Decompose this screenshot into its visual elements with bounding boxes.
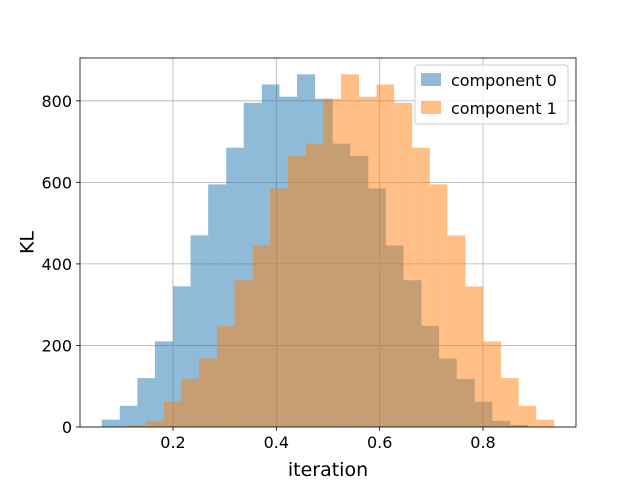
series-component-1-bars [128,74,555,428]
bar-component-1 [305,143,324,427]
x-axis-label: iteration [288,459,368,480]
plot-area-frame [79,57,577,428]
bar-component-1 [340,74,359,428]
y-axis-ticks: 0 200 400 600 800 [41,92,80,437]
y-axis-label: KL [17,231,39,254]
x-tick-label: 0.2 [160,433,185,452]
bar-component-1 [376,84,395,428]
bar-component-1 [163,401,182,427]
legend-label-component-1: component 1 [451,99,557,118]
y-tick-label: 600 [41,173,72,192]
bar-component-1 [536,419,555,427]
bar-component-1 [252,245,271,427]
bar-component-1 [483,341,502,427]
bar-component-0 [137,378,155,427]
bar-component-1 [394,102,413,427]
x-tick-label: 0.4 [264,433,289,452]
bar-component-1 [216,325,235,427]
bar-component-1 [518,405,537,427]
bar-component-1 [181,378,199,427]
bar-component-1 [412,147,430,427]
bar-component-1 [128,424,146,427]
x-tick-label: 0.8 [470,433,495,452]
x-axis-ticks: 0.2 0.4 0.6 0.8 [160,427,496,452]
y-tick-label: 800 [41,92,72,111]
bar-component-0 [101,419,120,427]
y-tick-label: 0 [62,418,72,437]
bar-component-1 [198,358,217,427]
bar-component-1 [145,420,164,427]
legend-swatch-component-1 [421,101,441,114]
y-tick-label: 200 [41,336,72,355]
bar-component-1 [270,188,288,427]
bar-component-1 [429,184,448,427]
legend-swatch-component-0 [421,73,441,86]
bar-component-1 [447,235,466,427]
x-tick-label: 0.6 [367,433,392,452]
bar-component-1 [501,378,519,427]
bar-component-1 [323,98,341,427]
bar-component-1 [359,96,377,428]
legend: component 0 component 1 [414,64,569,125]
y-tick-label: 400 [41,255,72,274]
bar-component-1 [465,286,483,427]
legend-label-component-0: component 0 [451,71,557,90]
bar-component-1 [234,280,253,427]
legend-box [414,64,569,125]
bar-component-0 [119,405,138,427]
bar-component-1 [287,155,306,427]
